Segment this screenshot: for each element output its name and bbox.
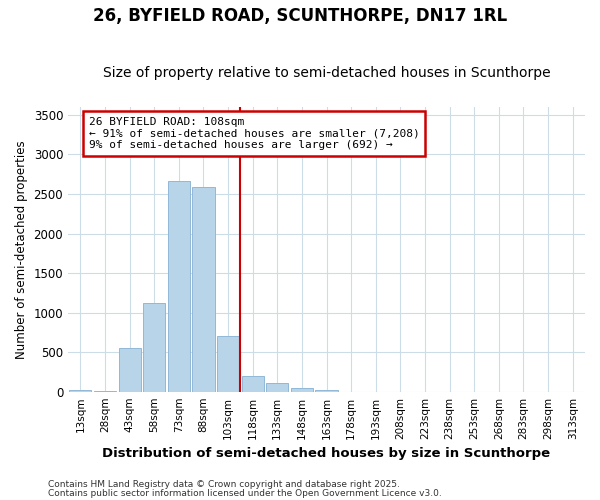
Title: Size of property relative to semi-detached houses in Scunthorpe: Size of property relative to semi-detach… <box>103 66 550 80</box>
Bar <box>291 388 313 392</box>
Bar <box>217 336 239 392</box>
Bar <box>168 182 190 392</box>
Text: Contains HM Land Registry data © Crown copyright and database right 2025.: Contains HM Land Registry data © Crown c… <box>48 480 400 489</box>
X-axis label: Distribution of semi-detached houses by size in Scunthorpe: Distribution of semi-detached houses by … <box>103 447 551 460</box>
Y-axis label: Number of semi-detached properties: Number of semi-detached properties <box>15 140 28 358</box>
Bar <box>266 383 289 392</box>
Bar <box>316 390 338 392</box>
Bar <box>143 303 165 392</box>
Text: 26, BYFIELD ROAD, SCUNTHORPE, DN17 1RL: 26, BYFIELD ROAD, SCUNTHORPE, DN17 1RL <box>93 8 507 26</box>
Bar <box>119 348 140 392</box>
Text: Contains public sector information licensed under the Open Government Licence v3: Contains public sector information licen… <box>48 488 442 498</box>
Bar <box>242 376 264 392</box>
Bar <box>193 187 215 392</box>
Bar <box>69 390 91 392</box>
Text: 26 BYFIELD ROAD: 108sqm
← 91% of semi-detached houses are smaller (7,208)
9% of : 26 BYFIELD ROAD: 108sqm ← 91% of semi-de… <box>89 117 419 150</box>
Bar <box>94 391 116 392</box>
